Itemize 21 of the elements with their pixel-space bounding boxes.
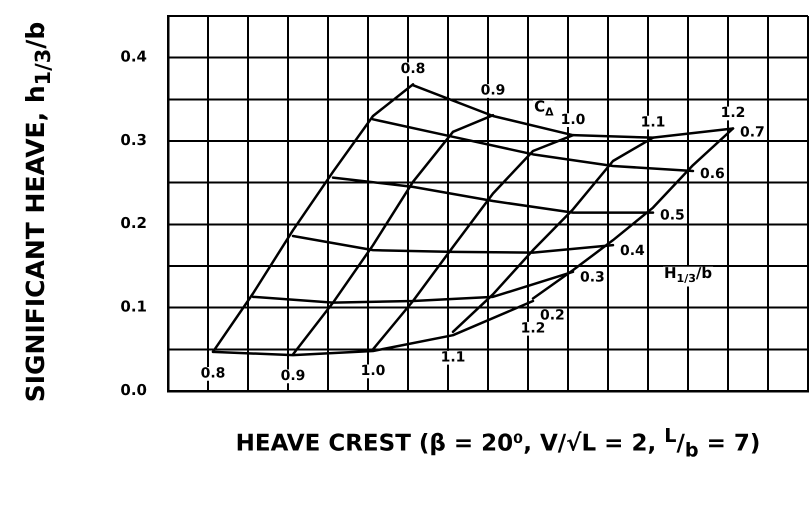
series-label: 0.9: [280, 368, 306, 384]
y-tick-label: 0.2: [120, 214, 147, 232]
series-label: 0.5: [660, 208, 685, 224]
series-label: 1.1: [640, 114, 666, 130]
series-label: 0.8: [400, 60, 426, 77]
text: 0.9: [480, 82, 506, 99]
series-label: 0.7: [740, 124, 765, 140]
y-tick-label: 0.0: [120, 380, 147, 399]
y-tick-label: 0.1: [120, 298, 147, 316]
text: 1.1: [440, 349, 466, 366]
series-label: 1.2: [720, 105, 746, 122]
y-tick-label: 0.4: [120, 48, 147, 66]
text: 0.8: [200, 365, 226, 382]
text: 1.2: [520, 320, 546, 336]
series-label: 0.4: [620, 242, 646, 259]
x-axis-title: HEAVE CREST (β = 20⁰, V/√L = 2, $^{L}$/$_{b}$ = 7): [234, 424, 762, 462]
text: 1.0: [360, 362, 386, 379]
series-label: 0.3: [580, 269, 605, 286]
y-tick-label: 0.3: [120, 130, 147, 149]
series-label: 1.0: [560, 112, 586, 128]
series-label: 0.6: [700, 166, 725, 182]
